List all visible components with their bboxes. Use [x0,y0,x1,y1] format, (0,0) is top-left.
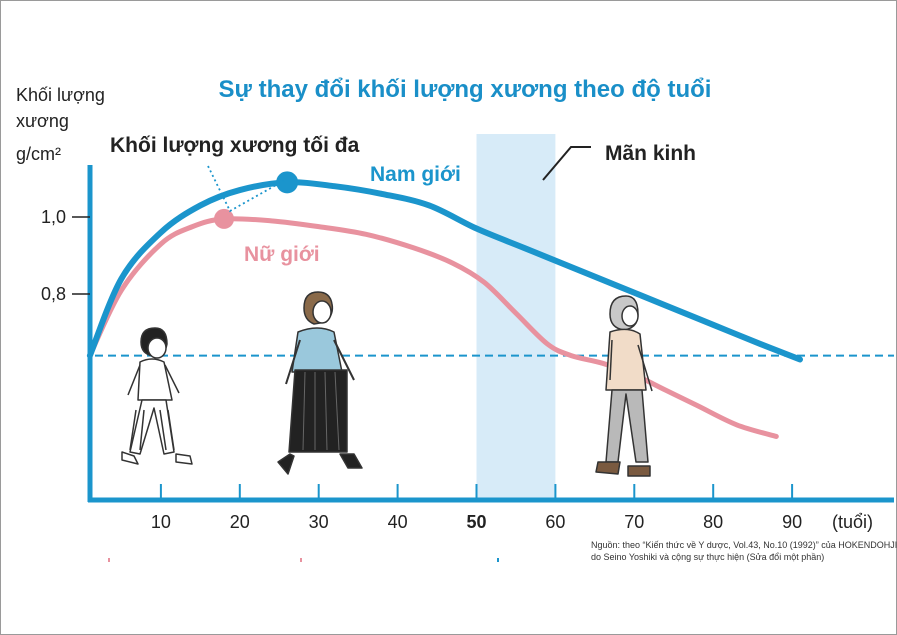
chart-title: Sự thay đổi khối lượng xương theo độ tuổ… [219,76,712,103]
menopause-label: Mãn kinh [605,142,696,165]
x-tick-label: 10 [151,512,171,532]
x-tick-label: 20 [230,512,250,532]
x-tick-label: 70 [624,512,644,532]
young-woman-walking-illustration [277,291,363,475]
menopause-leader [542,146,591,181]
y-axis-label-unit: g/cm² [16,144,61,164]
y-tick-label: 0,8 [41,284,66,304]
x-ticks: 10 20 30 40 50 60 70 80 90 [151,484,802,532]
series-line-male [86,179,803,363]
peak-marker-male [276,171,299,194]
x-tick-label: 90 [782,512,802,532]
y-tick-label: 1,0 [41,207,66,227]
female-label: Nữ giới [244,243,320,266]
y-axis-label-line2: xương [16,111,69,131]
small-mark [497,558,499,562]
y-axis-label-line1: Khối lượng [16,85,105,105]
series-line-female [87,216,779,439]
y-ticks: 1,0 0,8 [41,207,90,304]
x-tick-label: 30 [309,512,329,532]
small-mark [108,558,110,562]
peak-label: Khối lượng xương tối đa [110,134,360,157]
x-axis-label: (tuổi) [832,512,873,532]
x-tick-label: 50 [466,512,486,532]
source-note-line2: do Seino Yoshiki và cộng sự thực hiện (S… [591,552,824,562]
male-label: Nam giới [370,163,461,186]
peak-marker-female [214,208,235,229]
peak-leader-lines [207,165,286,213]
source-note-line1: Nguồn: theo “Kiến thức về Y dược, Vol.43… [591,540,897,550]
boy-walking-illustration [121,327,193,465]
small-mark [300,558,302,562]
x-tick-label: 40 [388,512,408,532]
elderly-woman-walking-illustration [595,295,653,477]
x-tick-label: 60 [545,512,565,532]
x-tick-label: 80 [703,512,723,532]
